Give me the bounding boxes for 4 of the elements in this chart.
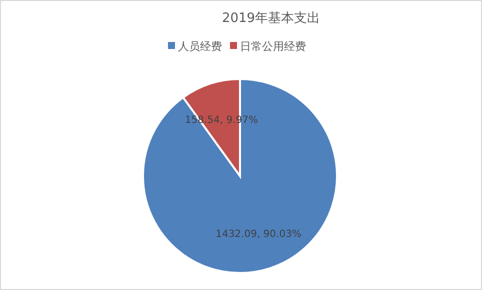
data-label: 1432.09, 90.03% — [216, 229, 302, 240]
legend-label: 人员经费 — [178, 40, 222, 53]
chart-title: 2019年基本支出 — [222, 11, 320, 26]
legend-label: 日常公用经费 — [240, 40, 306, 53]
